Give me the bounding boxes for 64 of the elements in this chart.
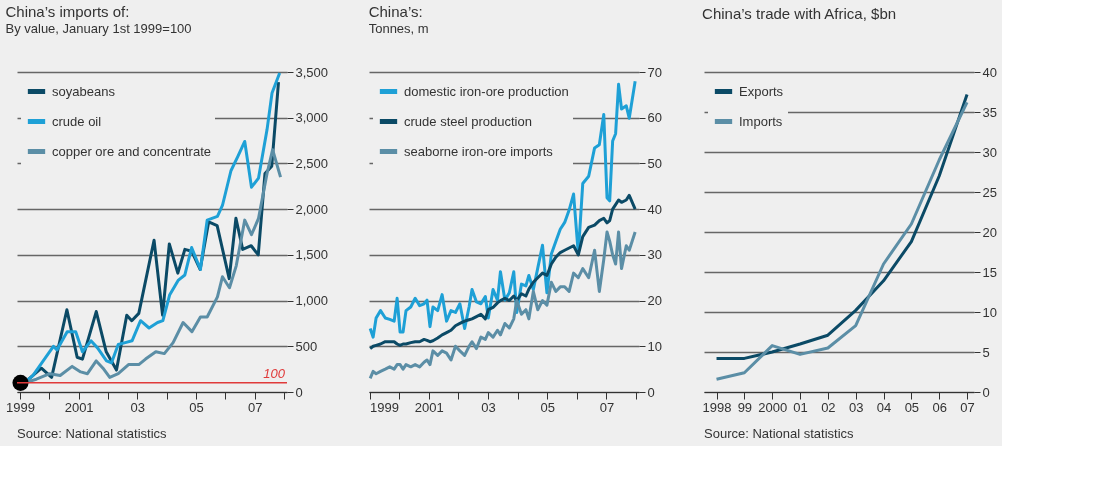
y-tick-label: 40 [647,201,662,217]
x-tick-label: 04 [876,399,892,415]
x-tick-label: 07 [247,399,263,415]
x-tick-label: 1998 [702,399,732,415]
source-note: Source: National statistics [17,426,168,441]
y-tick-label: 0 [982,384,990,400]
y-tick-label: 2,500 [295,155,329,171]
legend-label: crude oil [52,113,102,129]
y-tick-label: 0 [295,384,303,400]
y-tick-label: 5 [982,344,990,360]
y-tick-label: 20 [647,293,662,309]
y-tick-label: 0 [647,384,655,400]
y-tick-label: 2,000 [295,201,329,217]
x-tick-label: 1999 [370,399,400,415]
x-tick-label: 07 [960,399,975,415]
legend-label: Exports [739,83,784,99]
legend-label: Imports [739,113,783,129]
x-tick-label: 03 [130,399,146,415]
chart-title: China’s imports of: [5,3,130,20]
x-tick-label: 02 [821,399,836,415]
x-tick-label: 05 [540,399,555,415]
x-tick-label: 01 [793,399,808,415]
chart-subtitle: By value, January 1st 1999=100 [5,21,192,36]
chart-subtitle: Tonnes, m [368,21,429,36]
x-tick-label: 03 [848,399,864,415]
y-tick-label: 35 [982,104,997,120]
x-tick-label: 03 [481,399,496,415]
y-tick-label: 1,500 [295,247,329,263]
y-tick-label: 10 [647,338,662,354]
line-series [368,193,637,351]
legend-label: soyabeans [52,83,116,99]
y-tick-label: 70 [647,64,662,80]
legend-label: seaborne iron-ore imports [404,143,554,159]
y-tick-label: 50 [647,155,662,171]
chart-title: China’s: [368,3,423,20]
x-tick-label: 99 [737,399,753,415]
x-tick-label: 05 [904,399,920,415]
y-tick-label: 20 [982,224,997,240]
legend-label: copper ore and concentrate [52,143,211,159]
x-tick-label: 2000 [758,399,788,415]
source-note: Source: National statistics [704,426,855,441]
line-series [368,79,637,339]
y-tick-label: 25 [982,184,997,200]
y-tick-label: 1,000 [295,293,329,309]
y-tick-label: 30 [982,144,997,160]
x-tick-label: 05 [189,399,204,415]
x-tick-label: 07 [599,399,615,415]
legend-label: domestic iron-ore production [404,83,569,99]
y-tick-label: 60 [647,110,662,126]
ref-line-label: 100 [263,365,286,381]
line-series [368,230,637,380]
x-tick-label: 2001 [414,399,444,415]
x-tick-label: 2001 [64,399,94,415]
x-tick-label: 1999 [5,399,35,415]
x-tick-label: 06 [932,399,947,415]
y-tick-label: 500 [295,338,318,354]
y-tick-label: 3,000 [295,110,329,126]
legend-label: crude steel production [404,113,532,129]
y-tick-label: 10 [982,304,997,320]
y-tick-label: 15 [982,264,997,280]
y-tick-label: 30 [647,247,662,263]
y-tick-label: 40 [982,64,997,80]
y-tick-label: 3,500 [295,64,329,80]
chart-title: China’s trade with Africa, $bn [702,5,897,22]
